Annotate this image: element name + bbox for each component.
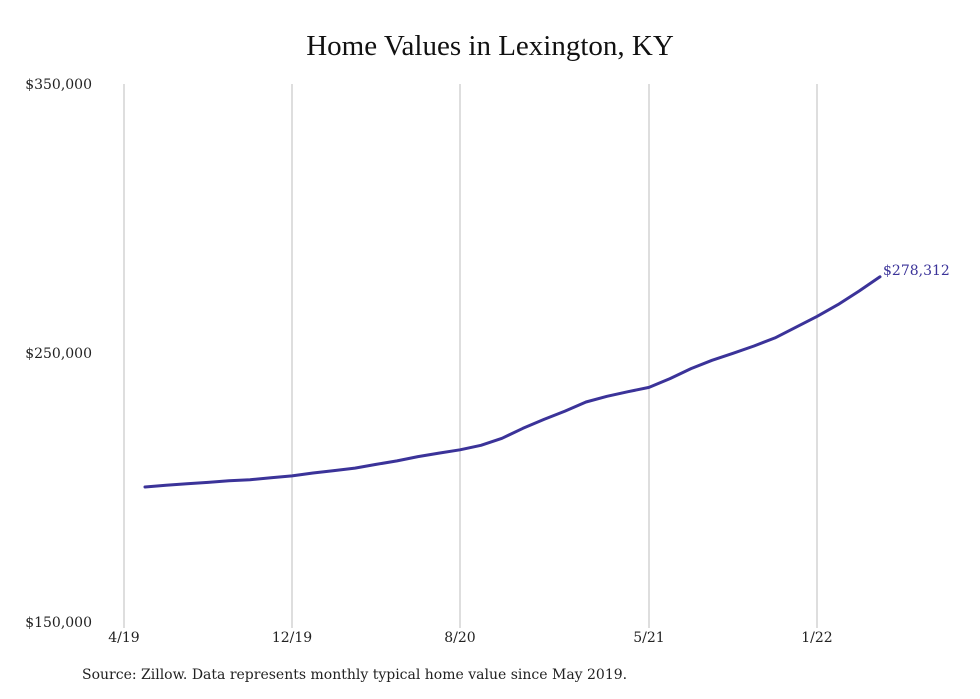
- y-tick-labels: $150,000 $250,000 $350,000: [25, 77, 92, 631]
- y-tick-label: $350,000: [25, 77, 92, 93]
- data-point: [332, 469, 336, 472]
- data-point: [773, 336, 777, 340]
- data-point: [668, 377, 672, 380]
- data-point: [815, 315, 819, 318]
- data-point: [521, 427, 525, 430]
- data-point: [836, 303, 840, 306]
- data-point: [311, 471, 315, 475]
- x-tick-label: 4/19: [108, 630, 139, 646]
- data-point: [878, 275, 882, 278]
- data-point: [206, 481, 210, 484]
- data-point: [395, 459, 399, 463]
- y-tick-label: $250,000: [25, 346, 92, 362]
- data-point: [752, 344, 756, 348]
- x-tick-label: 12/19: [272, 630, 312, 646]
- data-point: [374, 463, 378, 466]
- data-point: [164, 484, 168, 487]
- data-point: [290, 474, 294, 478]
- data-point: [542, 418, 546, 421]
- data-point: [458, 448, 462, 451]
- series-group: [143, 275, 882, 489]
- data-point: [794, 326, 798, 329]
- data-point: [710, 359, 714, 362]
- data-point: [227, 479, 231, 482]
- y-tick-label: $150,000: [25, 615, 92, 631]
- source-note: Source: Zillow. Data represents monthly …: [82, 667, 628, 683]
- data-point: [626, 390, 630, 393]
- series-line-0: [143, 275, 882, 489]
- x-tick-label: 8/20: [444, 630, 475, 646]
- x-tick-label: 5/21: [633, 630, 664, 646]
- end-value-label: $278,312: [883, 263, 950, 279]
- x-tick-labels: 4/19 12/19 8/20 5/21 1/22: [108, 630, 832, 646]
- data-point: [647, 386, 651, 389]
- data-point: [731, 352, 735, 355]
- data-point: [584, 400, 588, 404]
- chart-title: Home Values in Lexington, KY: [306, 30, 674, 62]
- gridlines: [123, 84, 818, 628]
- data-point: [500, 437, 504, 440]
- data-point: [185, 482, 189, 485]
- data-point: [143, 485, 147, 489]
- data-labels: $278,312: [883, 263, 950, 279]
- x-tick-label: 1/22: [801, 630, 832, 646]
- data-point: [416, 455, 420, 458]
- data-point: [437, 451, 441, 455]
- data-point: [563, 409, 567, 413]
- data-point: [248, 478, 252, 481]
- data-point: [689, 367, 693, 370]
- data-point: [857, 289, 861, 293]
- data-point: [269, 476, 273, 479]
- data-point: [479, 444, 483, 447]
- data-point: [353, 466, 357, 470]
- data-point: [605, 395, 609, 398]
